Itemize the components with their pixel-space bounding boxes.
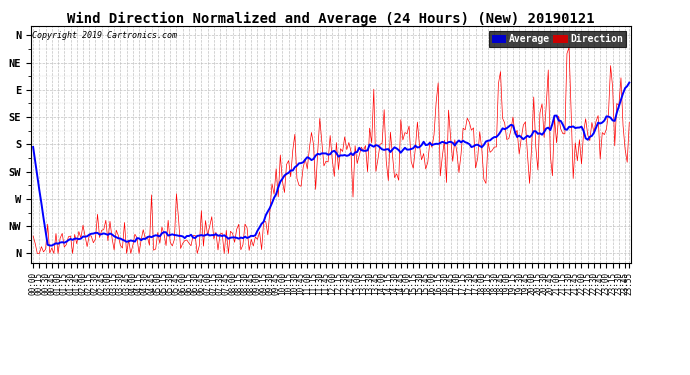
Legend: Average, Direction: Average, Direction — [489, 31, 627, 47]
Title: Wind Direction Normalized and Average (24 Hours) (New) 20190121: Wind Direction Normalized and Average (2… — [68, 12, 595, 26]
Text: Copyright 2019 Cartronics.com: Copyright 2019 Cartronics.com — [32, 31, 177, 40]
